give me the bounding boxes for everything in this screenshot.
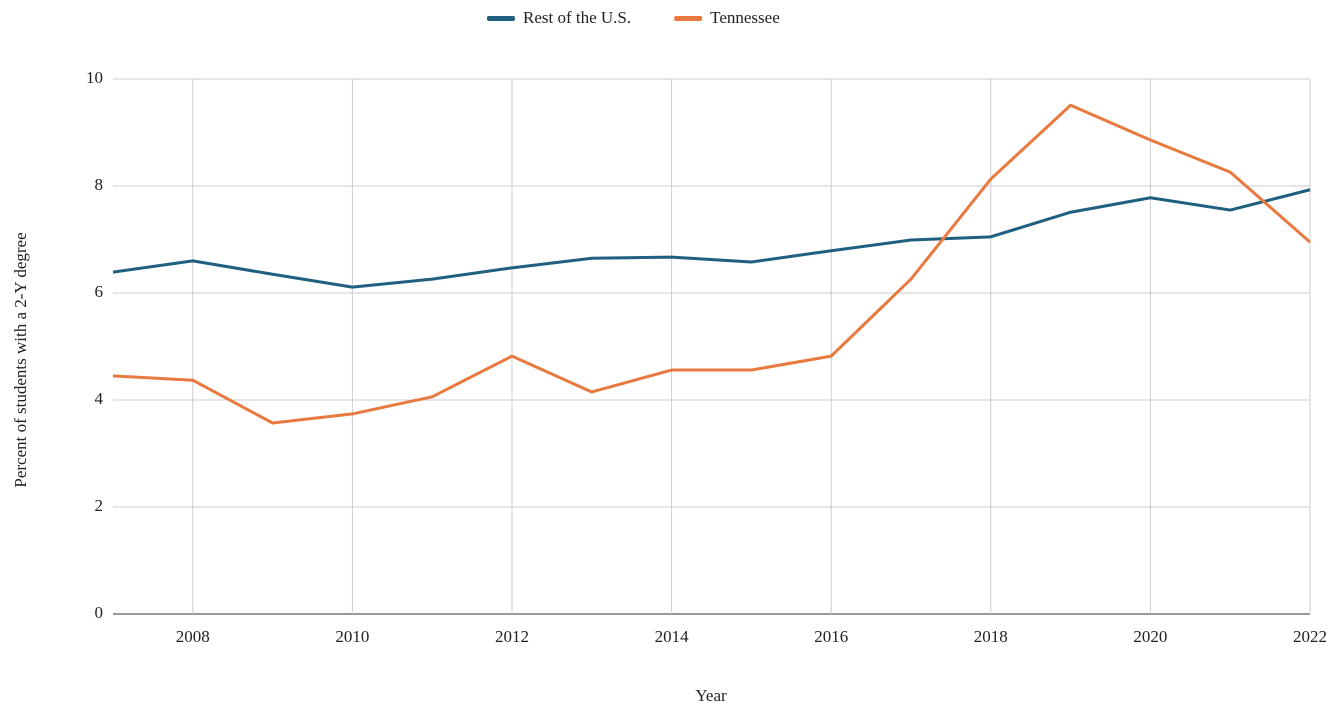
line-series bbox=[112, 103, 1311, 425]
legend-swatch bbox=[487, 16, 515, 21]
y-tick-label: 6 bbox=[95, 282, 104, 301]
x-axis-label: Year bbox=[695, 686, 727, 705]
x-tick-label: 2016 bbox=[814, 627, 848, 646]
line-series bbox=[112, 188, 1311, 289]
y-axis-label: Percent of students with a 2-Y degree bbox=[11, 232, 30, 487]
y-tick-label: 10 bbox=[86, 68, 103, 87]
x-tick-label: 2008 bbox=[176, 627, 210, 646]
x-tick-label: 2018 bbox=[974, 627, 1008, 646]
x-tick-label: 2010 bbox=[335, 627, 369, 646]
y-tick-label: 8 bbox=[95, 175, 104, 194]
x-tick-label: 2014 bbox=[655, 627, 690, 646]
x-tick-label: 2022 bbox=[1293, 627, 1327, 646]
x-tick-label: 2020 bbox=[1133, 627, 1167, 646]
y-tick-label: 0 bbox=[95, 603, 104, 622]
legend-label: Rest of the U.S. bbox=[523, 8, 631, 27]
x-tick-label: 2012 bbox=[495, 627, 529, 646]
y-tick-label: 4 bbox=[95, 389, 104, 408]
legend-swatch bbox=[674, 16, 703, 21]
y-tick-label: 2 bbox=[95, 496, 104, 515]
legend-label: Tennessee bbox=[710, 8, 780, 27]
